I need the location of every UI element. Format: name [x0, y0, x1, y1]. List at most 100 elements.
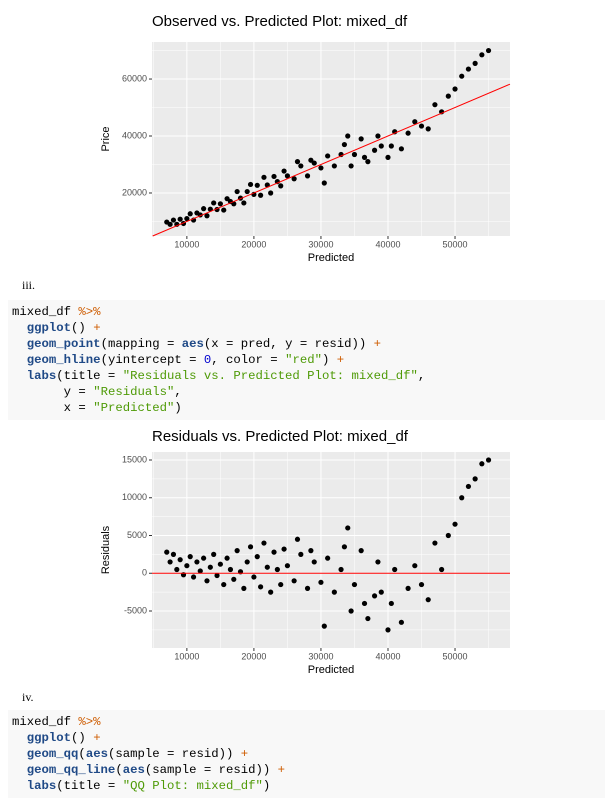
point — [321, 180, 327, 186]
section-label: iii. — [22, 278, 36, 292]
code-token: (x = pred, y = resid)) — [203, 337, 374, 351]
point — [348, 608, 354, 614]
point — [388, 600, 394, 607]
point — [358, 136, 364, 142]
y-tick-label: 60000 — [122, 73, 147, 83]
point — [294, 536, 301, 542]
point — [341, 544, 348, 550]
y-tick-label: 0 — [142, 568, 147, 578]
code-token: "Residuals vs. Predicted Plot: mixed_df" — [122, 369, 418, 383]
point — [375, 133, 381, 139]
x-tick-label: 40000 — [375, 239, 400, 249]
point — [345, 525, 351, 531]
code-token: ) — [174, 401, 182, 415]
point — [459, 73, 465, 79]
point — [247, 181, 254, 188]
code-token: "Predicted" — [93, 401, 175, 415]
code-token: "QQ Plot: mixed_df" — [122, 779, 263, 793]
x-tick-label: 50000 — [443, 239, 468, 249]
code-token: (title = — [56, 779, 123, 793]
y-tick-label: 5000 — [127, 530, 147, 540]
point — [318, 579, 324, 585]
y-tick-label: 15000 — [122, 454, 147, 464]
code-token: labs — [12, 779, 57, 793]
code-token: + — [373, 337, 382, 351]
code-token: geom_qq — [12, 747, 79, 761]
code-token: mixed_df — [12, 305, 79, 319]
point — [164, 549, 170, 555]
code-token: (yintercept = — [100, 353, 204, 367]
point — [194, 559, 200, 565]
point — [432, 540, 438, 546]
point — [291, 176, 297, 182]
point — [284, 173, 291, 179]
point — [425, 126, 431, 132]
code-line: ggplot() + — [8, 320, 605, 336]
code-token: aes — [181, 337, 204, 351]
code-token: mixed_df — [12, 715, 79, 729]
code-token: 0 — [203, 353, 212, 367]
code-line: geom_point(mapping = aes(x = pred, y = r… — [8, 336, 605, 352]
chart-title: Observed vs. Predicted Plot: mixed_df — [152, 13, 408, 30]
point — [351, 581, 358, 588]
point — [224, 555, 230, 561]
code-token: + — [240, 747, 249, 761]
code-line: geom_hline(yintercept = 0, color = "red"… — [8, 352, 605, 368]
code-token: y = — [12, 385, 94, 399]
code-token: ( — [78, 747, 86, 761]
point — [459, 495, 465, 501]
point — [187, 211, 193, 217]
code-token: + — [336, 353, 345, 367]
point — [412, 119, 418, 125]
x-tick-label: 30000 — [308, 651, 333, 661]
point — [361, 154, 368, 160]
point — [479, 461, 485, 467]
point — [271, 173, 277, 180]
point — [281, 168, 287, 174]
point — [244, 188, 250, 195]
y-tick-label: 20000 — [122, 187, 147, 197]
point — [258, 584, 264, 590]
point — [308, 548, 314, 554]
code-token: %>% — [78, 305, 101, 319]
point — [211, 551, 217, 557]
point — [201, 555, 207, 561]
point — [405, 130, 411, 136]
point — [331, 163, 337, 169]
point — [251, 574, 257, 580]
point — [291, 578, 297, 584]
code-token: ggplot — [12, 731, 72, 745]
code-line: geom_qq_line(aes(sample = resid)) + — [8, 762, 605, 778]
chart: Observed vs. Predicted Plot: mixed_df 100… — [100, 13, 511, 264]
code-line: ggplot() + — [8, 730, 605, 746]
point — [365, 159, 371, 165]
y-axis-label: Price — [100, 126, 112, 151]
x-tick-label: 30000 — [308, 239, 333, 249]
point — [268, 190, 274, 196]
point — [221, 207, 227, 213]
code-token: aes — [122, 763, 145, 777]
point — [247, 544, 254, 550]
point — [385, 627, 391, 633]
point — [190, 574, 197, 580]
code-token: aes — [85, 747, 108, 761]
y-tick-label: -5000 — [124, 605, 147, 615]
point — [244, 559, 250, 565]
code-token: + — [93, 731, 101, 745]
point — [177, 557, 183, 563]
code-token: (sample = resid)) — [107, 747, 241, 761]
point — [398, 619, 404, 625]
point — [479, 52, 485, 58]
point — [465, 66, 472, 72]
point — [361, 600, 368, 607]
point — [234, 188, 240, 195]
point — [425, 597, 431, 603]
code-token: "red" — [285, 353, 322, 367]
point — [234, 548, 240, 554]
point — [254, 182, 260, 188]
x-tick-label: 20000 — [241, 239, 266, 249]
point — [345, 133, 351, 139]
chart: Residuals vs. Predicted Plot: mixed_df 10… — [100, 428, 510, 676]
code-token: labs — [12, 369, 57, 383]
code-line: mixed_df %>% — [8, 714, 605, 730]
